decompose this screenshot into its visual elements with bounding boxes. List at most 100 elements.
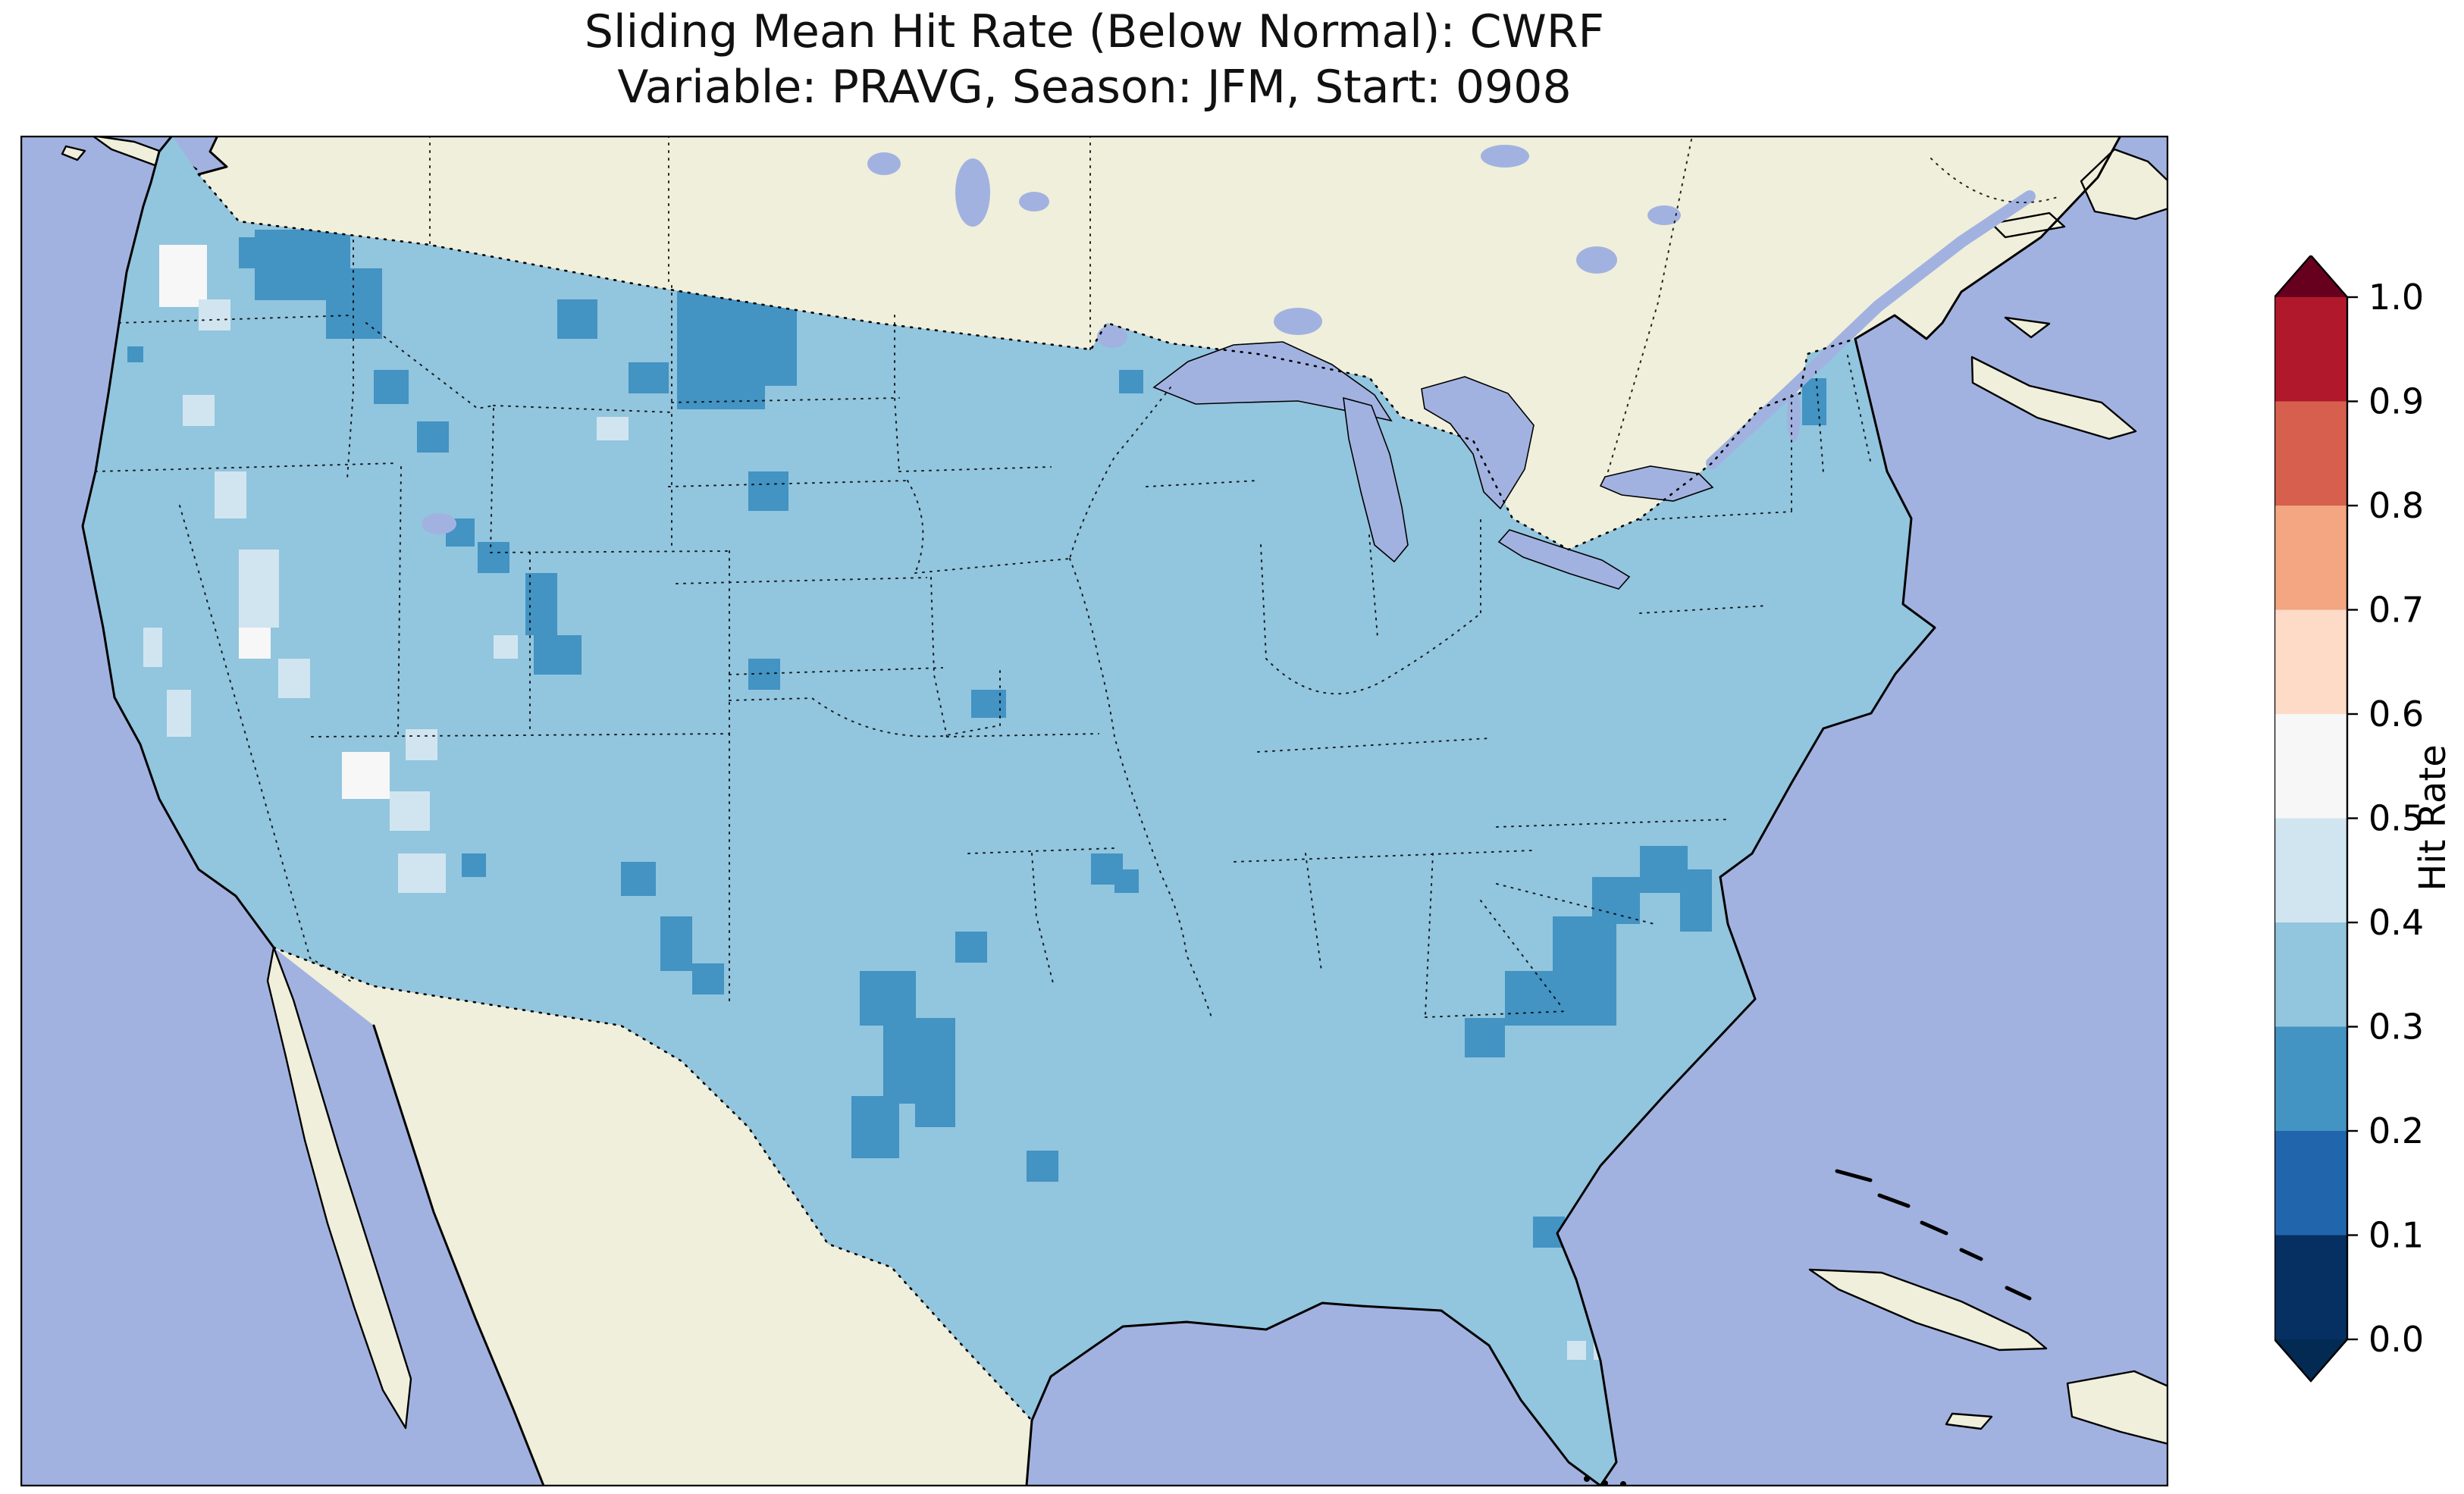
gulf-atlantic-coastline bbox=[1030, 337, 1936, 1486]
hit-rate-patch bbox=[462, 853, 486, 877]
hit-rate-patch bbox=[167, 690, 191, 737]
state-boundaries bbox=[95, 240, 1872, 1020]
hit-rate-patch bbox=[342, 752, 390, 799]
title-line-1: Sliding Mean Hit Rate (Below Normal): CW… bbox=[584, 5, 1605, 58]
canada-province-boundaries bbox=[429, 136, 2061, 472]
hit-rate-patch bbox=[1027, 1151, 1058, 1182]
hit-rate-patch bbox=[1119, 370, 1143, 393]
hit-rate-patch bbox=[860, 971, 916, 1026]
hit-rate-patch bbox=[1505, 971, 1553, 1026]
us-mexico-border bbox=[272, 946, 1033, 1422]
hit-rate-patch bbox=[748, 471, 788, 511]
great-salt-lake bbox=[422, 513, 456, 534]
hit-rate-patch bbox=[494, 635, 518, 659]
colorbar-tick-label: 0.2 bbox=[2368, 1110, 2424, 1151]
hit-rate-patch bbox=[199, 299, 230, 330]
hit-rate-patch bbox=[183, 395, 215, 426]
hit-rate-patch bbox=[629, 362, 669, 393]
canada-east-coastline bbox=[1854, 136, 2122, 340]
hit-rate-patch bbox=[1567, 1341, 1586, 1360]
hit-rate-patch bbox=[955, 932, 987, 963]
colorbar-segment bbox=[2274, 609, 2347, 715]
hit-rate-patch bbox=[1640, 846, 1688, 893]
hit-rate-patch bbox=[1114, 869, 1139, 893]
canada-lakes bbox=[867, 145, 1681, 348]
pacific-coastline bbox=[81, 136, 275, 949]
anticosti-island bbox=[1990, 211, 2066, 239]
colorbar-segment bbox=[2274, 1131, 2347, 1236]
colorbar-segments bbox=[2274, 255, 2349, 1383]
colorbar-tick-label: 0.0 bbox=[2368, 1319, 2424, 1360]
lake-huron bbox=[1421, 376, 1535, 510]
hit-rate-patch bbox=[1802, 378, 1826, 425]
hit-rate-patch bbox=[1553, 916, 1616, 1026]
small-island bbox=[61, 145, 86, 161]
lake-erie bbox=[1497, 529, 1631, 590]
colorbar-tick-label: 0.1 bbox=[2368, 1215, 2424, 1256]
prince-edward-island bbox=[2004, 316, 2051, 339]
hit-rate-patch bbox=[557, 299, 597, 339]
hit-rate-patch bbox=[127, 346, 143, 362]
colorbar-tick-label: 0.4 bbox=[2368, 902, 2424, 943]
colorbar-segment bbox=[2274, 401, 2347, 506]
hit-rate-patch bbox=[692, 963, 724, 994]
hit-rate-patch bbox=[1465, 1018, 1505, 1057]
hit-rate-patch bbox=[660, 916, 692, 971]
colorbar-tick-label: 0.7 bbox=[2368, 590, 2424, 631]
nova-scotia bbox=[1970, 355, 2137, 440]
hit-rate-patch bbox=[406, 729, 437, 760]
hit-rate-patch bbox=[374, 370, 409, 404]
title-line-2: Variable: PRAVG, Season: JFM, Start: 090… bbox=[617, 61, 1572, 114]
lake-superior bbox=[1152, 341, 1393, 422]
hit-rate-patch bbox=[1680, 869, 1712, 932]
canada-west-coastline bbox=[197, 136, 228, 176]
colorbar-under-arrow bbox=[2274, 1339, 2347, 1381]
colorbar-over-arrow bbox=[2274, 255, 2347, 297]
colorbar-svg: 1.0 0.9 0.8 0.7 0.6 0.5 0.4 0.3 0.2 0.1 0.0 Hit Ra… bbox=[2274, 255, 2454, 1383]
hit-rate-patch bbox=[215, 471, 246, 518]
colorbar-tick-label: 0.8 bbox=[2368, 485, 2424, 526]
bahamas-islands bbox=[1835, 1169, 2032, 1301]
conus-base-field bbox=[83, 136, 1935, 1486]
canada-land bbox=[199, 136, 2121, 550]
hit-rate-patch bbox=[478, 542, 509, 573]
colorbar-segment bbox=[2274, 714, 2347, 819]
gulf-of-california-coastline bbox=[372, 1024, 545, 1486]
figure-title: Sliding Mean Hit Rate (Below Normal): CW… bbox=[20, 5, 2168, 115]
colorbar-segment bbox=[2274, 1235, 2347, 1340]
hit-rate-patch bbox=[143, 628, 162, 667]
hit-rate-patch bbox=[239, 550, 279, 628]
colorbar-tick-label: 1.0 bbox=[2368, 277, 2424, 318]
axes-frame bbox=[20, 136, 2168, 1486]
hit-rate-patch bbox=[851, 1096, 899, 1158]
mexico-land bbox=[274, 947, 1032, 1486]
colorbar-axis-label: Hit Rate bbox=[2412, 744, 2454, 891]
lake-michigan bbox=[1343, 396, 1409, 563]
hit-rate-patch bbox=[915, 1080, 955, 1127]
hit-rate-patch bbox=[534, 635, 582, 675]
mexico-gulf-coastline bbox=[1025, 1419, 1033, 1486]
colorbar-tick-label: 0.5 bbox=[2368, 798, 2424, 839]
hit-rate-patch bbox=[390, 791, 430, 831]
colorbar-tick-label: 0.3 bbox=[2368, 1007, 2424, 1048]
hit-rate-patch bbox=[971, 690, 1006, 718]
colorbar-tick-label: 0.6 bbox=[2368, 694, 2424, 734]
colorbar-segment bbox=[2274, 1026, 2347, 1132]
colorbar-segment bbox=[2274, 818, 2347, 923]
lake-champlain bbox=[1787, 389, 1801, 442]
lake-ontario bbox=[1599, 465, 1714, 502]
hit-rate-patch bbox=[621, 862, 656, 896]
hispaniola bbox=[2066, 1370, 2168, 1445]
colorbar-tick-label: 0.9 bbox=[2368, 381, 2424, 422]
hit-rate-patch bbox=[239, 237, 271, 268]
us-map bbox=[20, 136, 2168, 1486]
cuba bbox=[1808, 1268, 2048, 1351]
baja-california bbox=[266, 946, 412, 1430]
colorbar-segment bbox=[2274, 506, 2347, 611]
hit-rate-patch bbox=[159, 245, 207, 307]
hit-rate-patch bbox=[398, 853, 446, 893]
colorbar-segment bbox=[2274, 922, 2347, 1028]
jamaica bbox=[1945, 1412, 1993, 1430]
colorbar-segment bbox=[2274, 297, 2347, 402]
